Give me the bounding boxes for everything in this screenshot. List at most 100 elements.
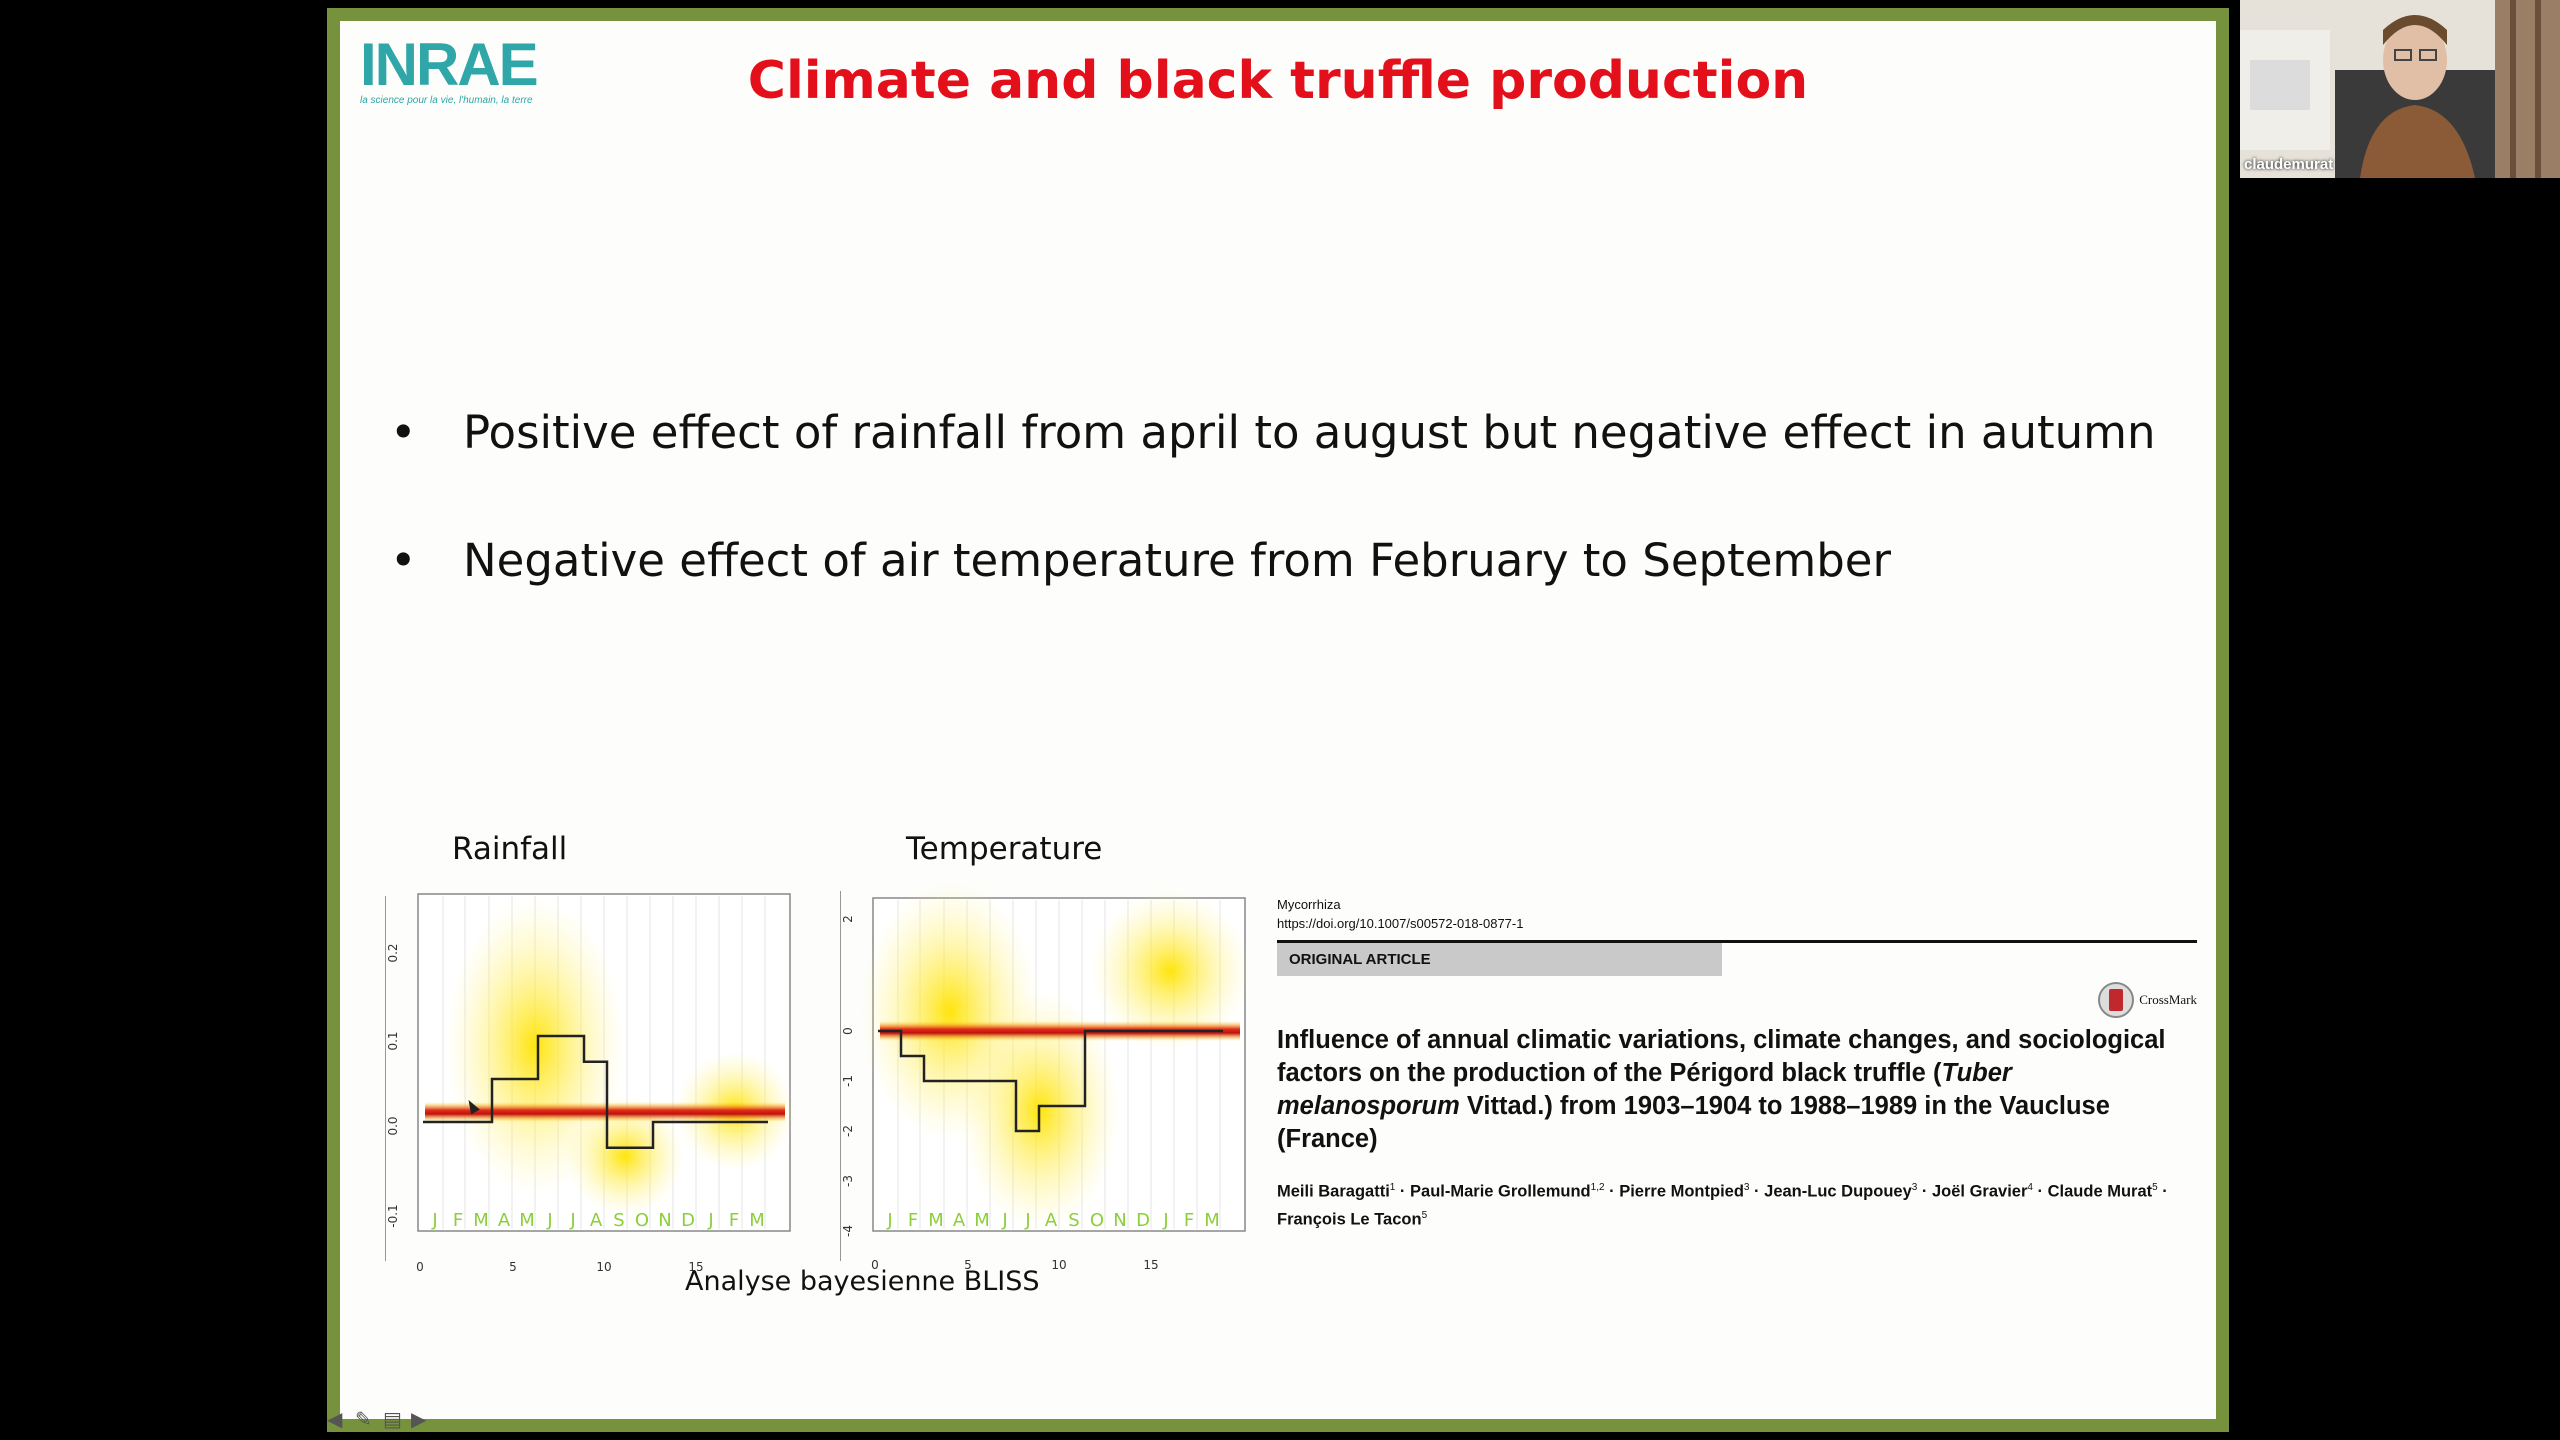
author-name: Claude Murat [2047, 1182, 2153, 1201]
slide: INRAE la science pour la vie, l'humain, … [327, 8, 2229, 1432]
y-tick-labels: 0.2 0.1 0.0 -0.1 [386, 943, 400, 1227]
webcam-video [2240, 0, 2560, 178]
y-tick-label: -3 [841, 1175, 855, 1187]
author-separator: · [1749, 1182, 1765, 1201]
month-label: M [473, 1210, 489, 1231]
crossmark-badge[interactable]: CrossMark [2097, 981, 2197, 1019]
bullet-text: Positive effect of rainfall from april t… [463, 406, 2156, 459]
paper-title-part: Influence of annual climatic variations,… [1277, 1026, 2166, 1087]
author-affiliation: 3 [1911, 1182, 1918, 1193]
author-affiliation: 3 [1743, 1182, 1750, 1193]
month-label: S [1068, 1210, 1079, 1231]
rainfall-label: Rainfall [452, 831, 568, 867]
author-name: François Le Tacon [1277, 1210, 1422, 1228]
y-tick-label: -4 [841, 1225, 855, 1237]
crossmark-icon [2098, 982, 2135, 1018]
paper-title-species: Tuber melanosporum [1277, 1059, 2012, 1120]
prev-slide-icon[interactable]: ◀ [327, 1407, 343, 1431]
x-tick-label: 5 [964, 1258, 972, 1272]
month-label: A [498, 1210, 511, 1231]
author-affiliation: 5 [2152, 1182, 2158, 1193]
month-label: D [1136, 1210, 1150, 1231]
bullet-text: Negative effect of air temperature from … [463, 534, 1891, 587]
rainfall-step-line [423, 1034, 768, 1150]
paper-header: Mycorrhiza https://doi.org/10.1007/s0057… [1277, 897, 2197, 1231]
author-separator: · [2032, 1182, 2048, 1201]
month-label: F [453, 1210, 463, 1231]
density-cloud [565, 1096, 685, 1216]
author-affiliation: 1 [1389, 1182, 1396, 1193]
author-list: Meili Baragatti1 · Paul-Marie Grollemund… [1277, 1176, 2197, 1231]
x-tick-labels: 0 5 10 15 [871, 1258, 1158, 1272]
month-label: A [953, 1210, 966, 1231]
x-tick-label: 15 [1143, 1258, 1158, 1272]
y-tick-label: -0.1 [386, 1204, 400, 1227]
bullet-dot: • [390, 406, 417, 459]
author-affiliation: 4 [2027, 1182, 2033, 1193]
month-label: J [546, 1210, 552, 1231]
paper-title: Influence of annual climatic variations,… [1277, 1024, 2197, 1156]
figure-caption: Analyse bayesienne BLISS [685, 1266, 1040, 1297]
month-label: M [749, 1210, 765, 1231]
temperature-step-line [878, 1029, 1223, 1133]
y-tick-label: 2 [841, 915, 855, 923]
month-label: F [908, 1210, 918, 1231]
month-label: M [928, 1210, 944, 1231]
y-tick-label: -1 [841, 1075, 855, 1087]
next-slide-icon[interactable]: ▶ [411, 1407, 427, 1431]
webcam-tile[interactable]: claudemurat [2240, 0, 2560, 178]
logo-wordmark: INRAE [360, 31, 539, 98]
author-separator: · [2157, 1182, 2168, 1201]
slideshow-controls: ◀ ✎ ▤ ▶ [327, 1407, 437, 1431]
inrae-logo: INRAE la science pour la vie, l'humain, … [360, 31, 539, 107]
month-label: J [1001, 1210, 1007, 1231]
article-type-badge: ORIGINAL ARTICLE [1277, 943, 1722, 976]
temperature-label: Temperature [906, 831, 1103, 867]
participant-name: claudemurat [2244, 156, 2334, 173]
author-separator: · [1917, 1182, 1932, 1201]
x-tick-label: 10 [1051, 1258, 1066, 1272]
x-tick-label: 0 [871, 1258, 879, 1272]
divider [1277, 940, 2197, 943]
density-band [425, 1102, 785, 1122]
density-cloud [1090, 891, 1250, 1051]
paper-title-part: Vittad.) from 1903–1904 to 1988–1989 in … [1277, 1092, 2110, 1153]
y-tick-label: 0.2 [386, 943, 400, 962]
month-label: F [1184, 1210, 1194, 1231]
month-label: A [1045, 1210, 1058, 1231]
x-tick-label: 15 [688, 1260, 703, 1274]
month-label: M [1204, 1210, 1220, 1231]
month-label: J [1162, 1210, 1168, 1231]
pen-icon[interactable]: ✎ [355, 1407, 372, 1431]
month-label: N [658, 1210, 671, 1231]
x-tick-label: 10 [596, 1260, 611, 1274]
month-label: J [569, 1210, 575, 1231]
month-label: M [519, 1210, 535, 1231]
slide-title: Climate and black truffle production [747, 51, 1809, 111]
month-label: N [1113, 1210, 1126, 1231]
author-name: Joël Gravier [1931, 1182, 2028, 1201]
month-label: J [1024, 1210, 1030, 1231]
y-tick-labels: 2 0 -1 -2 -3 -4 [841, 915, 855, 1237]
author-separator: · [1395, 1182, 1411, 1201]
month-label: J [886, 1210, 892, 1231]
month-label: A [590, 1210, 603, 1231]
y-tick-label: -2 [841, 1125, 855, 1137]
y-tick-label: 0.0 [386, 1116, 400, 1135]
month-label: J [431, 1210, 437, 1231]
slide-menu-icon[interactable]: ▤ [383, 1407, 402, 1431]
author-separator: · [1604, 1182, 1620, 1201]
doi-link[interactable]: https://doi.org/10.1007/s00572-018-0877-… [1277, 916, 1524, 931]
x-tick-label: 5 [509, 1260, 517, 1274]
author-affiliation: 5 [1421, 1209, 1428, 1221]
x-tick-labels: 0 5 10 15 [416, 1260, 703, 1274]
x-tick-label: 0 [416, 1260, 424, 1274]
month-label: J [707, 1210, 713, 1231]
month-label: O [1090, 1210, 1104, 1231]
bullet-dot: • [390, 534, 417, 587]
journal-name: Mycorrhiza [1277, 897, 1341, 912]
author-name: Jean-Luc Dupouey [1764, 1182, 1912, 1201]
